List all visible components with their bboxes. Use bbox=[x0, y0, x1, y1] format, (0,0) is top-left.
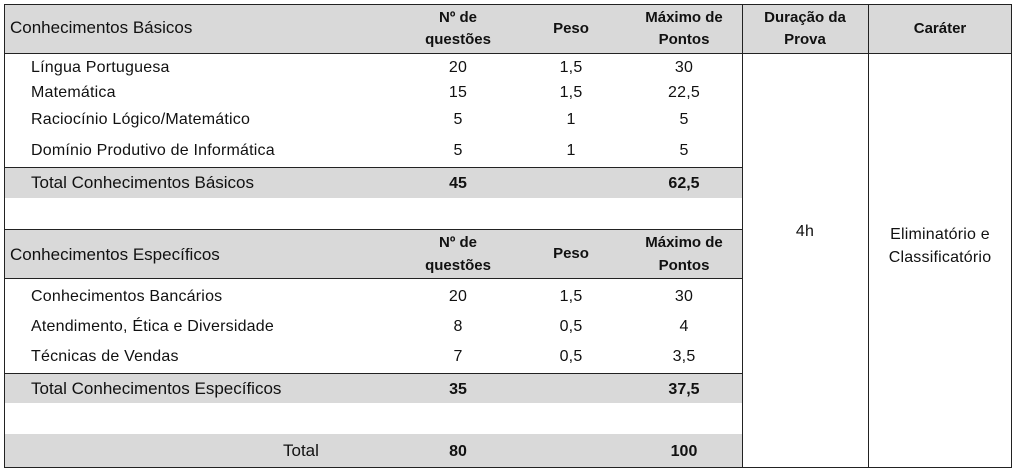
basic-col-questions-line1: Nº de bbox=[439, 9, 477, 26]
divider bbox=[4, 278, 742, 279]
character-value-line1: Eliminatório e bbox=[890, 226, 990, 243]
divider bbox=[4, 53, 1012, 54]
basic-row-questions: 15 bbox=[448, 84, 468, 101]
basic-row-max: 22,5 bbox=[668, 84, 700, 101]
specific-row-subject: Atendimento, Ética e Diversidade bbox=[31, 318, 274, 335]
basic-row-subject: Língua Portuguesa bbox=[31, 59, 170, 76]
basic-col-weight: Peso bbox=[553, 20, 589, 37]
specific-row-weight: 1,5 bbox=[559, 288, 583, 305]
specific-header-row bbox=[4, 229, 742, 278]
grand-total-label: Total bbox=[283, 441, 319, 460]
basic-row-questions: 5 bbox=[453, 111, 463, 128]
basic-col-max-line2: Pontos bbox=[658, 31, 710, 48]
specific-row-questions: 7 bbox=[453, 348, 463, 365]
specific-row-questions: 8 bbox=[453, 318, 463, 335]
specific-col-questions-line2: questões bbox=[425, 257, 491, 274]
specific-col-max-line1: Máximo de bbox=[645, 234, 723, 251]
specific-row-subject: Conhecimentos Bancários bbox=[31, 288, 223, 305]
divider bbox=[4, 167, 742, 168]
specific-row-weight: 0,5 bbox=[559, 348, 583, 365]
specific-col-weight: Peso bbox=[553, 245, 589, 262]
basic-row-subject: Domínio Produtivo de Informática bbox=[31, 142, 275, 159]
character-header: Caráter bbox=[913, 20, 967, 37]
basic-col-questions-line2: questões bbox=[425, 31, 491, 48]
specific-total-questions: 35 bbox=[449, 381, 467, 398]
basic-row-max: 5 bbox=[679, 142, 689, 159]
basic-row-subject: Raciocínio Lógico/Matemático bbox=[31, 111, 251, 128]
table-border-right bbox=[1011, 4, 1012, 468]
specific-total-label: Total Conhecimentos Específicos bbox=[31, 379, 282, 398]
table-border-top bbox=[4, 4, 1012, 5]
basic-total-row bbox=[4, 168, 742, 198]
basic-row-weight: 1,5 bbox=[559, 84, 583, 101]
column-divider bbox=[868, 4, 869, 468]
table-border-bottom bbox=[4, 467, 1012, 468]
duration-value: 4h bbox=[795, 223, 815, 240]
specific-total-max: 37,5 bbox=[668, 381, 700, 398]
basic-row-max: 5 bbox=[679, 111, 689, 128]
specific-col-questions-line1: Nº de bbox=[439, 234, 477, 251]
grand-total-row bbox=[4, 434, 742, 467]
divider bbox=[4, 373, 742, 374]
grand-total-questions: 80 bbox=[449, 443, 467, 460]
specific-row-weight: 0,5 bbox=[559, 318, 583, 335]
basic-total-questions: 45 bbox=[449, 175, 467, 192]
grand-total-max: 100 bbox=[670, 443, 698, 460]
basic-row-weight: 1 bbox=[566, 111, 576, 128]
basic-row-questions: 20 bbox=[448, 59, 468, 76]
basic-row-weight: 1,5 bbox=[559, 59, 583, 76]
specific-row-max: 3,5 bbox=[672, 348, 696, 365]
basic-row-questions: 5 bbox=[453, 142, 463, 159]
specific-row-max: 4 bbox=[679, 318, 689, 335]
basic-row-subject: Matemática bbox=[31, 84, 116, 101]
specific-section-title: Conhecimentos Específicos bbox=[10, 245, 220, 264]
basic-total-label: Total Conhecimentos Básicos bbox=[31, 173, 255, 192]
duration-header-line2: Prova bbox=[784, 31, 826, 48]
duration-header-line1: Duração da bbox=[764, 9, 846, 26]
specific-col-max-line2: Pontos bbox=[658, 257, 710, 274]
basic-header-row bbox=[4, 4, 1012, 53]
specific-row-subject: Técnicas de Vendas bbox=[31, 348, 179, 365]
basic-col-max-line1: Máximo de bbox=[645, 9, 723, 26]
divider bbox=[4, 229, 742, 230]
table-border-left bbox=[4, 4, 5, 468]
basic-total-max: 62,5 bbox=[668, 175, 700, 192]
character-value-line2: Classificatório bbox=[888, 249, 992, 266]
specific-row-questions: 20 bbox=[448, 288, 468, 305]
basic-row-max: 30 bbox=[674, 59, 694, 76]
specific-total-row bbox=[4, 373, 742, 403]
column-divider bbox=[742, 4, 743, 468]
basic-section-title: Conhecimentos Básicos bbox=[10, 18, 193, 37]
specific-row-max: 30 bbox=[674, 288, 694, 305]
basic-row-weight: 1 bbox=[566, 142, 576, 159]
